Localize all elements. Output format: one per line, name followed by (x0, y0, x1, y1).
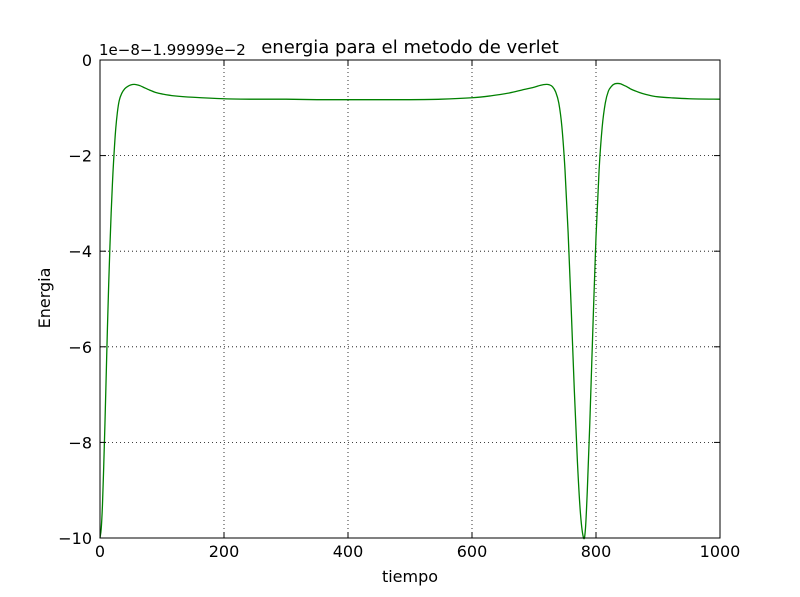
y-axis-label: Energia (35, 268, 54, 329)
series-layer (99, 82, 721, 540)
series-line-energia (99, 82, 721, 540)
x-tick-label: 400 (333, 542, 364, 561)
y-tick-label: −8 (68, 433, 92, 452)
y-tick-label: −6 (68, 338, 92, 357)
y-tick-label: −10 (58, 529, 92, 548)
plot-frame (99, 59, 721, 539)
x-tick-label: 1000 (700, 542, 741, 561)
x-tick-label: 600 (457, 542, 488, 561)
y-tick-label: 0 (82, 51, 92, 70)
chart-title: energia para el metodo de verlet (261, 37, 559, 58)
x-tick-label: 800 (581, 542, 612, 561)
x-axis-label: tiempo (382, 567, 438, 586)
x-axis-ticks: 0 200 400 600 800 1000 (95, 60, 740, 561)
y-axis-ticks: −10 −8 −6 −4 −2 0 (58, 51, 720, 548)
y-tick-label: −4 (68, 242, 92, 261)
x-tick-label: 200 (209, 542, 240, 561)
y-tick-label: −2 (68, 147, 92, 166)
y-offset-label: 1e−8−1.99999e−2 (99, 41, 246, 59)
x-tick-label: 0 (95, 542, 105, 561)
